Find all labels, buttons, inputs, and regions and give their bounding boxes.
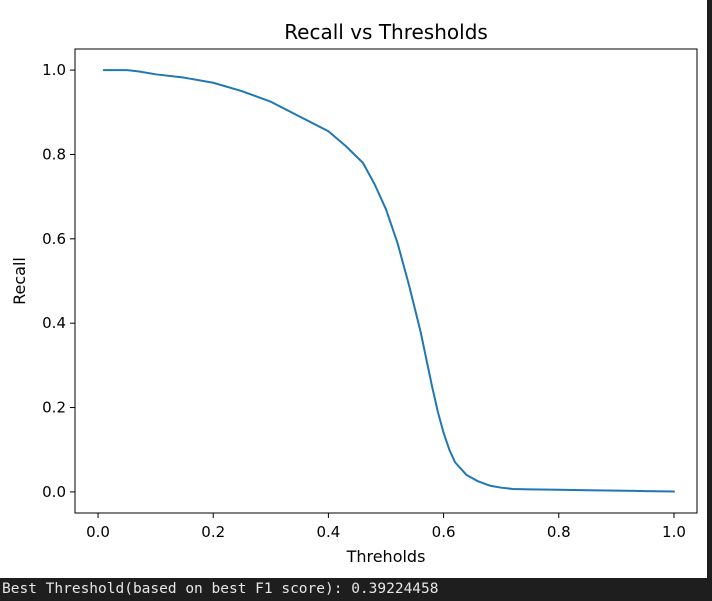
- y-axis-label: Recall: [10, 257, 29, 305]
- axes-frame: [74, 48, 698, 514]
- x-tick-label: 0.4: [316, 523, 340, 541]
- recall-line: [102, 69, 675, 493]
- plot-area: [74, 48, 698, 514]
- x-tick-label: 0.8: [547, 523, 571, 541]
- x-tick-label: 1.0: [662, 523, 686, 541]
- y-tick-label: 0.0: [42, 483, 66, 501]
- y-axis-ticks: 0.0 0.2 0.4 0.6 0.8 1.0: [42, 61, 75, 501]
- x-tick-label: 0.0: [86, 523, 110, 541]
- y-tick-label: 0.8: [42, 145, 66, 163]
- y-tick-label: 0.4: [42, 314, 66, 332]
- chart-title: Recall vs Thresholds: [284, 20, 488, 44]
- cell-border: [707, 0, 712, 578]
- y-tick-label: 0.6: [42, 230, 66, 248]
- x-axis-ticks: 0.0 0.2 0.4 0.6 0.8 1.0: [86, 513, 686, 541]
- x-axis-label: Threholds: [346, 547, 426, 566]
- recall-threshold-chart: Recall vs Thresholds 0.0 0.2 0.4 0.6 0.8 1.0 …: [10, 20, 698, 566]
- x-tick-label: 0.6: [432, 523, 456, 541]
- x-tick-label: 0.2: [201, 523, 225, 541]
- y-tick-label: 1.0: [42, 61, 66, 79]
- y-tick-label: 0.2: [42, 399, 66, 417]
- output-text: Best Threshold(based on best F1 score): …: [0, 578, 712, 601]
